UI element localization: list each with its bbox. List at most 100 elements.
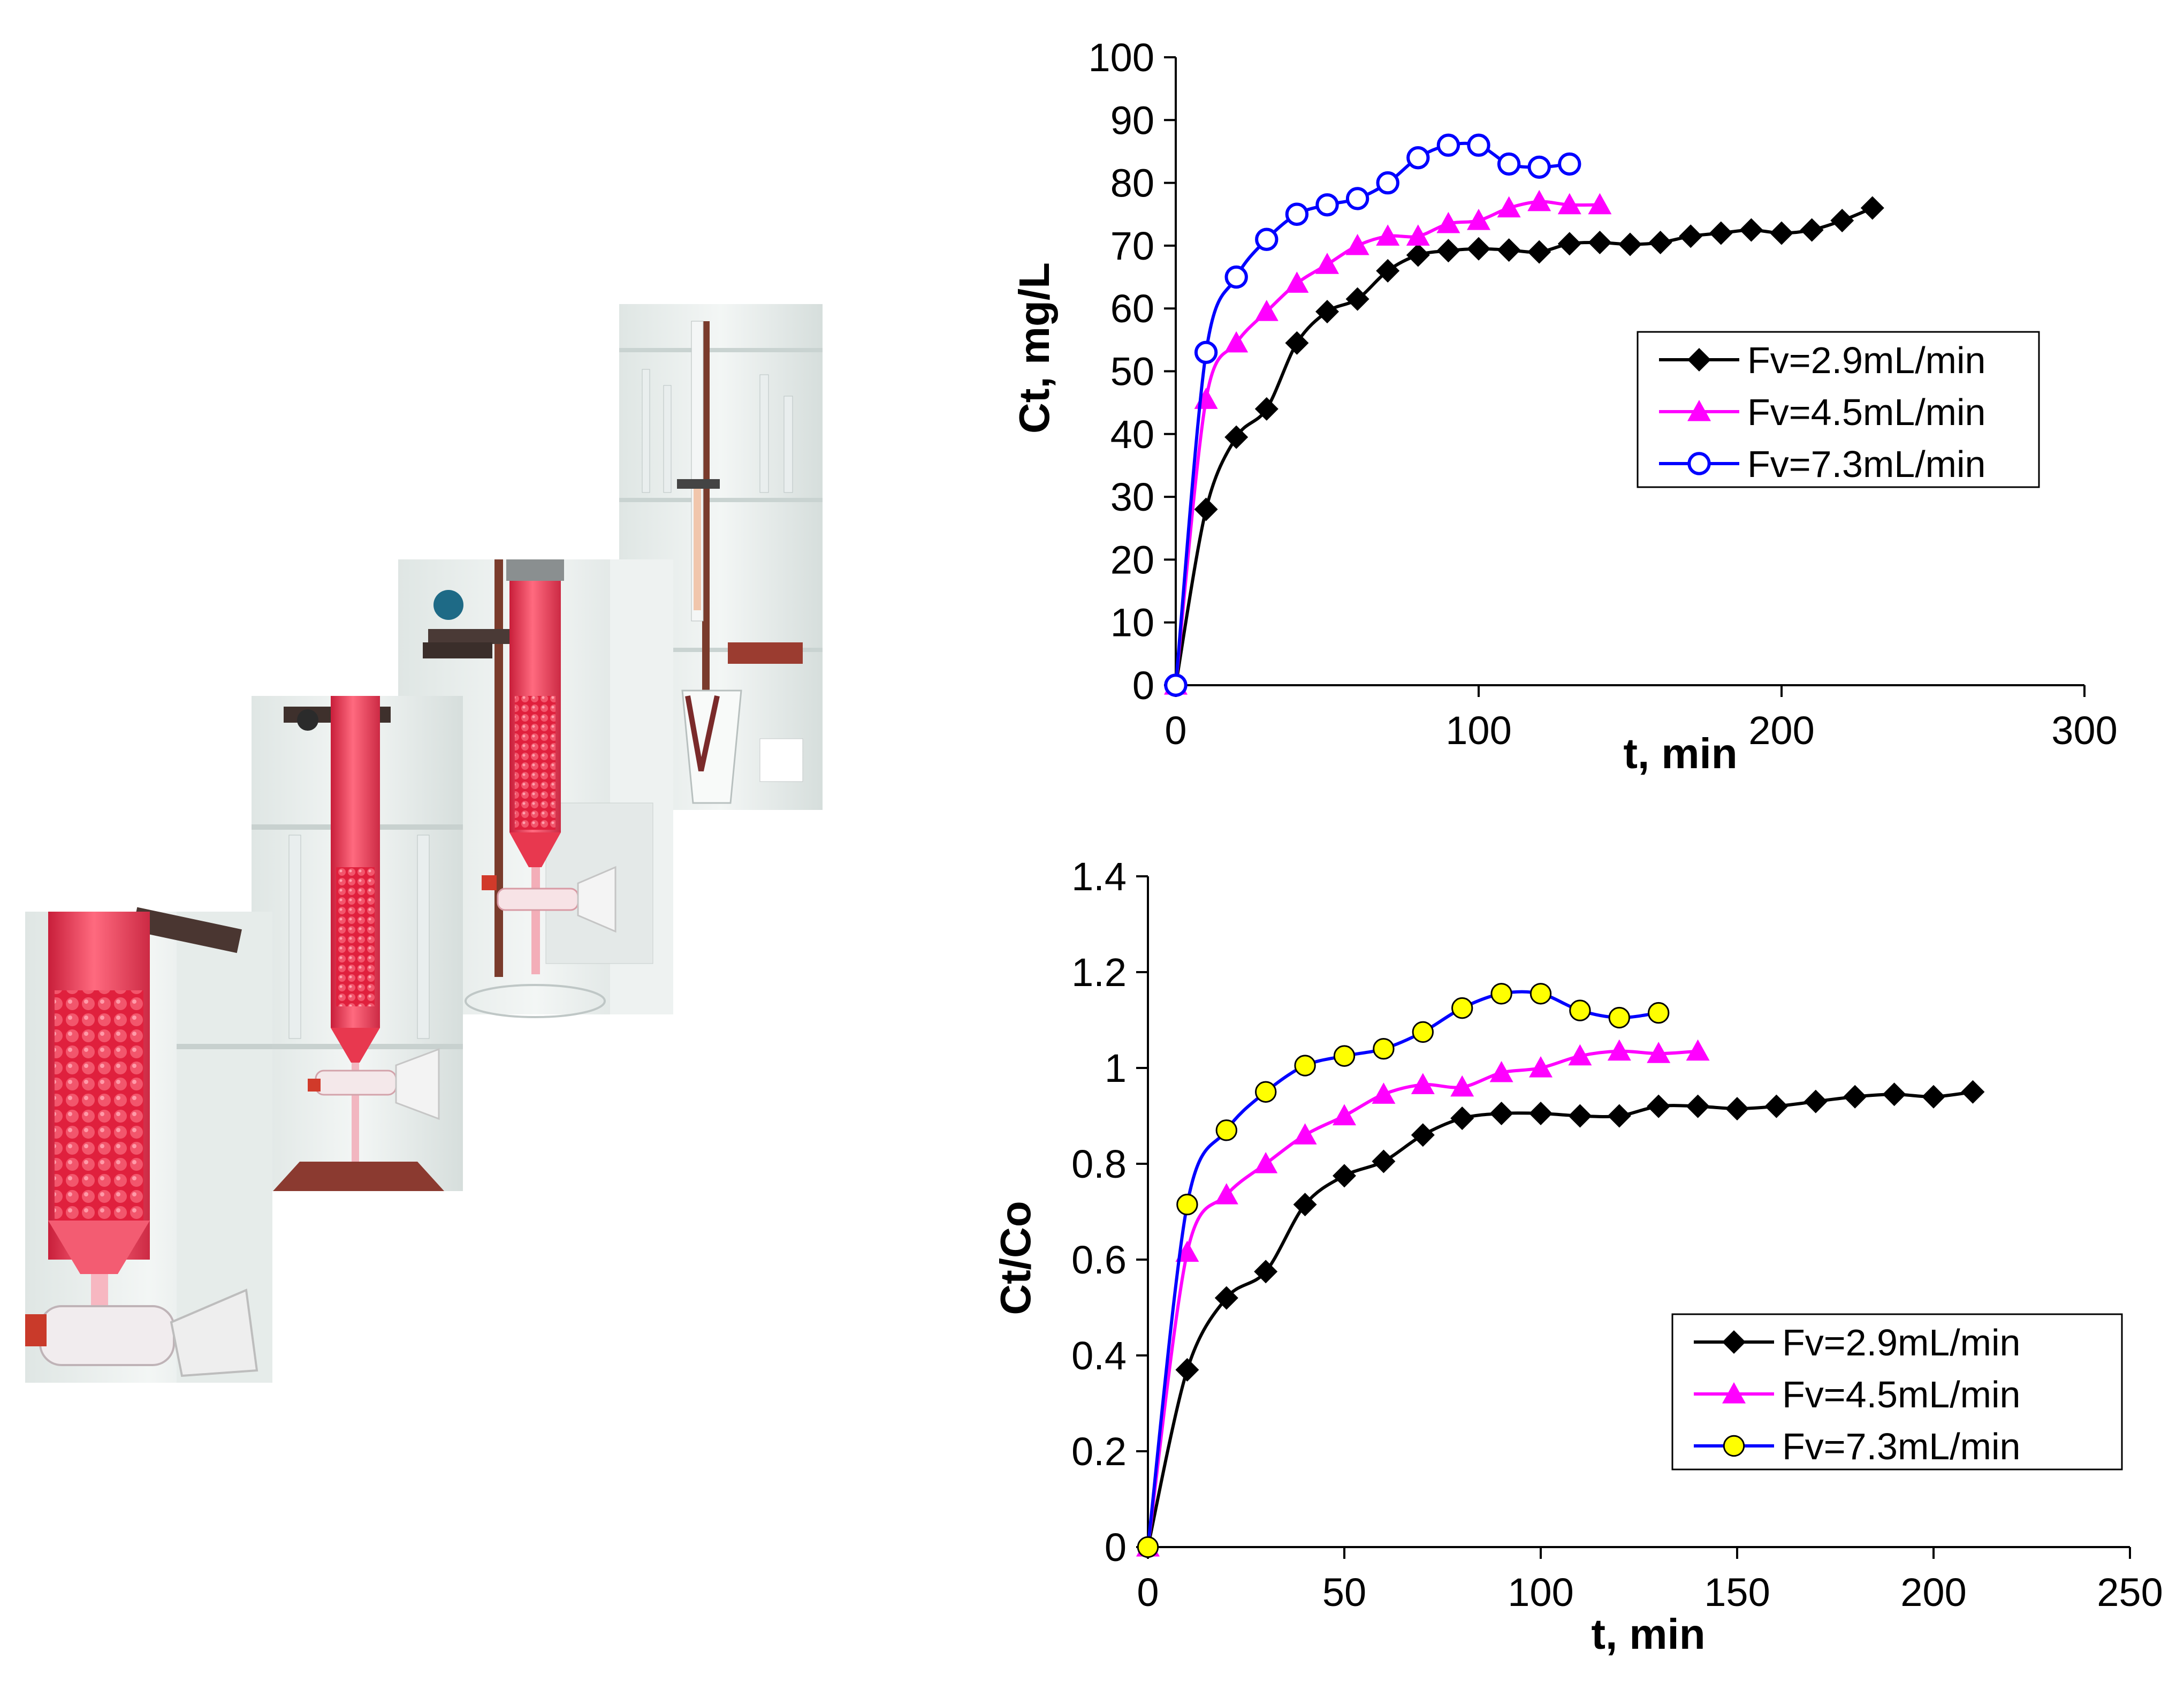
chart1-y-tick-label: 20 bbox=[1110, 537, 1154, 582]
chart1-data-point bbox=[1618, 232, 1642, 256]
chart1-data-point bbox=[1194, 497, 1218, 521]
chart2-series-line bbox=[1146, 990, 1659, 1548]
chart2-x-tick-label: 200 bbox=[1900, 1570, 1966, 1615]
chart2-data-point bbox=[1648, 1002, 1670, 1024]
chart2-data-point bbox=[1372, 1082, 1396, 1104]
chart1-data-point bbox=[1285, 202, 1309, 226]
chart2-data-point bbox=[1764, 1094, 1789, 1118]
chart2-data-point bbox=[1489, 1102, 1513, 1126]
chart1-data-point bbox=[1709, 221, 1733, 245]
chart2-data-point bbox=[1333, 1045, 1356, 1067]
chart2-data-point bbox=[1215, 1119, 1238, 1141]
chart2-data-point bbox=[1608, 1006, 1631, 1029]
chart2-x-tick-label: 150 bbox=[1704, 1570, 1770, 1615]
chart1-data-point bbox=[1315, 193, 1339, 217]
chart1-y-axis-label: Ct, mg/L bbox=[1010, 262, 1058, 434]
chart2-data-point bbox=[1568, 1104, 1592, 1128]
chart2-legend-label: Fv=2.9mL/min bbox=[1782, 1322, 2020, 1363]
chart2-legend-box bbox=[1671, 1313, 2123, 1471]
chart1-x-tick-label: 0 bbox=[1165, 708, 1186, 753]
chart2-data-point bbox=[1451, 997, 1473, 1019]
chart2-data-point bbox=[1489, 1060, 1513, 1082]
chart1-y-tick-label: 80 bbox=[1110, 161, 1154, 206]
chart2-data-point bbox=[1255, 1081, 1277, 1103]
chart2-legend-marker bbox=[1722, 1330, 1746, 1354]
column-photo-2 bbox=[252, 696, 463, 1191]
chart2-series-2 bbox=[1136, 1039, 1710, 1557]
chart1-legend-label: Fv=2.9mL/min bbox=[1747, 339, 1985, 381]
chart2-y-tick-label: 0 bbox=[1105, 1525, 1127, 1570]
chart1-data-point bbox=[1467, 237, 1490, 261]
chart2-data-point bbox=[1333, 1104, 1356, 1126]
chart2-data-point bbox=[1686, 1039, 1710, 1061]
chart1-data-point bbox=[1770, 221, 1793, 245]
chart2-y-tick-label: 0.6 bbox=[1071, 1238, 1127, 1282]
chart1-series-2 bbox=[1164, 190, 1612, 695]
chart2-data-point bbox=[1961, 1080, 1985, 1104]
chart2-data-point bbox=[1411, 1073, 1435, 1094]
chart2-data-point bbox=[1803, 1089, 1828, 1113]
chart2-data-point bbox=[1568, 1044, 1592, 1066]
chart1-y-tick-label: 40 bbox=[1110, 412, 1154, 457]
chart1-data-point bbox=[1558, 152, 1581, 176]
chart1-x-tick-label: 100 bbox=[1445, 708, 1511, 753]
chart2-data-point bbox=[1333, 1164, 1356, 1188]
chart1-data-point bbox=[1648, 231, 1672, 255]
chart2-y-axis-label: Ct/Co bbox=[992, 1201, 1039, 1315]
chart1-data-point bbox=[1436, 211, 1460, 233]
chart2-data-point bbox=[1922, 1085, 1945, 1109]
chart1-data-point bbox=[1527, 240, 1551, 264]
chart1-data-point bbox=[1224, 331, 1249, 353]
chart1-data-point bbox=[1557, 193, 1581, 215]
chart1-data-point bbox=[1164, 673, 1188, 697]
chart1-data-point bbox=[1376, 171, 1399, 195]
chart2-data-point bbox=[1529, 983, 1552, 1005]
chart1-data-point bbox=[1224, 265, 1248, 289]
chart1-data-point bbox=[1739, 218, 1763, 242]
chart2-data-point bbox=[1647, 1094, 1671, 1118]
chart1-y-tick-label: 30 bbox=[1110, 475, 1154, 519]
chart1-data-point bbox=[1679, 224, 1703, 248]
chart1-data-point bbox=[1800, 218, 1824, 242]
chart2-legend-label: Fv=7.3mL/min bbox=[1782, 1426, 2020, 1467]
chart2-data-point bbox=[1450, 1106, 1474, 1130]
chart2-series-3 bbox=[1137, 983, 1670, 1558]
chart2-y-tick-label: 0.8 bbox=[1071, 1142, 1127, 1186]
chart-ct-co-ratio: 0 0.2 0.4 0.6 0.8 1 1.2 1.4 0 50 100 150 200 250 t, mi… bbox=[992, 854, 2163, 1658]
chart1-legend: Fv=2.9mL/min Fv=4.5mL/min Fv=7.3mL/min bbox=[1637, 331, 2040, 488]
chart2-data-point bbox=[1411, 1123, 1435, 1147]
chart2-y-tick-label: 1.4 bbox=[1071, 854, 1127, 899]
chart1-data-point bbox=[1224, 425, 1249, 449]
chart1-data-point bbox=[1527, 190, 1551, 211]
chart1-x-tick-label: 200 bbox=[1748, 708, 1814, 753]
chart2-x-tick-label: 50 bbox=[1322, 1570, 1366, 1615]
chart2-data-point bbox=[1214, 1286, 1238, 1310]
chart1-data-point bbox=[1467, 208, 1490, 230]
chart2-data-point bbox=[1254, 1152, 1278, 1173]
chart1-data-point bbox=[1527, 155, 1551, 179]
chart1-legend-marker bbox=[1687, 348, 1711, 372]
chart1-data-point bbox=[1406, 146, 1430, 170]
chart-ct-concentration: 0 10 20 30 40 50 60 70 80 90 100 0 100 200 300 t, min Ct… bbox=[1010, 35, 2118, 777]
chart1-data-point bbox=[1588, 193, 1612, 215]
chart1-data-point bbox=[1436, 239, 1460, 263]
chart1-data-point bbox=[1588, 231, 1612, 255]
chart1-data-point bbox=[1345, 233, 1369, 255]
chart1-data-point bbox=[1406, 243, 1430, 267]
chart2-data-point bbox=[1293, 1123, 1317, 1145]
chart2-data-point bbox=[1647, 1042, 1671, 1063]
chart2-data-point bbox=[1214, 1183, 1238, 1204]
chart1-data-point bbox=[1345, 287, 1369, 311]
chart1-series-line bbox=[1174, 141, 1570, 686]
chart2-data-point bbox=[1569, 999, 1591, 1021]
chart2-data-point bbox=[1293, 1193, 1317, 1217]
chart1-data-point bbox=[1497, 196, 1521, 218]
chart2-y-tick-label: 0.4 bbox=[1071, 1333, 1127, 1378]
chart2-series-1 bbox=[1136, 1080, 1985, 1559]
chart2-data-point bbox=[1373, 1038, 1395, 1060]
chart1-data-point bbox=[1194, 388, 1218, 409]
column-photo-3 bbox=[398, 559, 673, 1018]
chart2-data-point bbox=[1294, 1055, 1316, 1077]
chart2-data-point bbox=[1412, 1021, 1434, 1043]
